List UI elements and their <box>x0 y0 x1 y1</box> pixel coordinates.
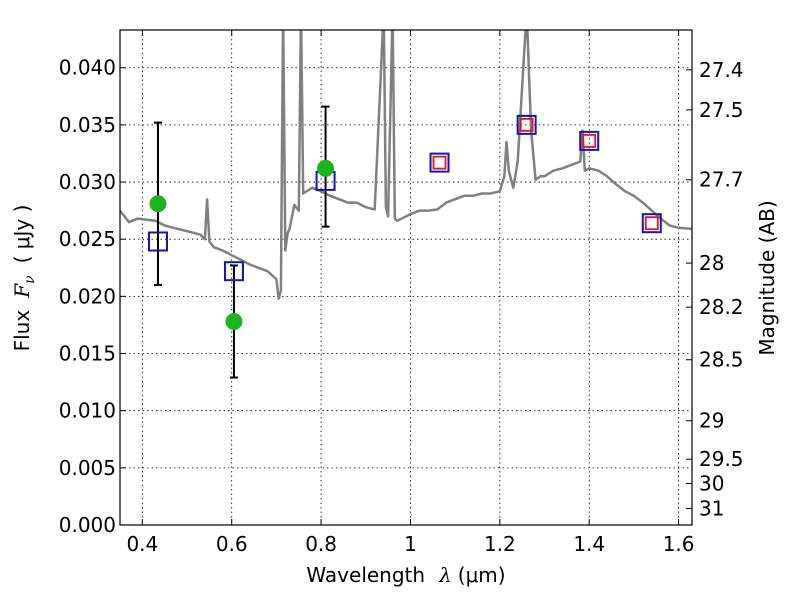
x-tick-label-0: 0.4 <box>126 532 158 556</box>
x-tick-label-4: 1.2 <box>484 532 516 556</box>
y-tick-label-7: 0.035 <box>59 113 116 137</box>
axis-ticks <box>120 30 692 526</box>
x-tick-label-3: 1 <box>404 532 417 556</box>
mag-tick-label-5: 28.5 <box>699 348 744 372</box>
y-axis-title-text: Flux <box>10 310 34 352</box>
x-tick-label-1: 0.6 <box>216 532 248 556</box>
model-blue-square-5 <box>579 130 600 151</box>
template-spectrum-layer <box>120 30 692 300</box>
model-blue-square-3 <box>429 152 450 173</box>
y-tick-label-3: 0.015 <box>59 342 116 366</box>
observed-point-1 <box>225 313 243 331</box>
template-spectrum-line <box>120 30 692 300</box>
model-blue-square-1 <box>223 261 244 282</box>
mag-tick-label-0: 27.4 <box>699 58 744 82</box>
model-red-square-1 <box>519 117 534 132</box>
x-tick-label-6: 1.6 <box>663 532 695 556</box>
y-axis-title-subscript: ν <box>22 275 38 284</box>
y-tick-label-8: 0.040 <box>59 56 116 80</box>
plot-frame <box>119 29 693 526</box>
y-tick-label-0: 0.000 <box>59 513 116 537</box>
y-axis-title-unit: ( μJy ) <box>10 205 34 264</box>
x-tick-label-5: 1.4 <box>573 532 605 556</box>
x-axis-title-symbol: λ <box>438 563 452 587</box>
x-axis-title-text: Wavelength <box>306 563 425 587</box>
mag-tick-label-3: 28 <box>699 251 724 275</box>
model-red-square-2 <box>582 133 597 148</box>
y-tick-label-1: 0.005 <box>59 456 116 480</box>
tick-labels: 0.4 0.6 0.8 1 1.2 1.4 1.6 0.000 0.005 0.010 0.015 0… <box>59 56 744 556</box>
y2-axis-title: Magnitude (AB) <box>755 200 779 355</box>
mag-tick-label-2: 27.7 <box>699 168 744 192</box>
y-tick-label-6: 0.030 <box>59 170 116 194</box>
y-tick-label-5: 0.025 <box>59 227 116 251</box>
mag-tick-label-1: 27.5 <box>699 98 744 122</box>
grid-lines <box>120 30 692 526</box>
model-blue-square-0 <box>147 231 168 252</box>
model-blue-square-6 <box>641 213 662 234</box>
mag-tick-label-7: 29.5 <box>699 447 744 471</box>
observed-point-0 <box>149 195 167 213</box>
y-axis-title-symbol: F <box>10 283 34 299</box>
observed-point-2 <box>317 159 335 177</box>
y-axis-title: Flux Fν ( μJy ) <box>10 205 38 352</box>
model-blue-square-4 <box>516 114 537 135</box>
x-tick-label-2: 0.8 <box>305 532 337 556</box>
y-tick-label-4: 0.020 <box>59 284 116 308</box>
markers-layer <box>147 114 662 331</box>
x-axis-title-unit: (μm) <box>458 563 506 587</box>
y-tick-label-2: 0.010 <box>59 399 116 423</box>
mag-tick-label-6: 29 <box>699 409 724 433</box>
x-axis-title: Wavelength λ (μm) <box>306 563 505 587</box>
mag-tick-label-8: 30 <box>699 471 724 495</box>
model-red-square-3 <box>644 216 659 231</box>
mag-tick-label-4: 28.2 <box>699 295 744 319</box>
mag-tick-label-9: 31 <box>699 496 724 520</box>
model-red-square-0 <box>432 155 447 170</box>
